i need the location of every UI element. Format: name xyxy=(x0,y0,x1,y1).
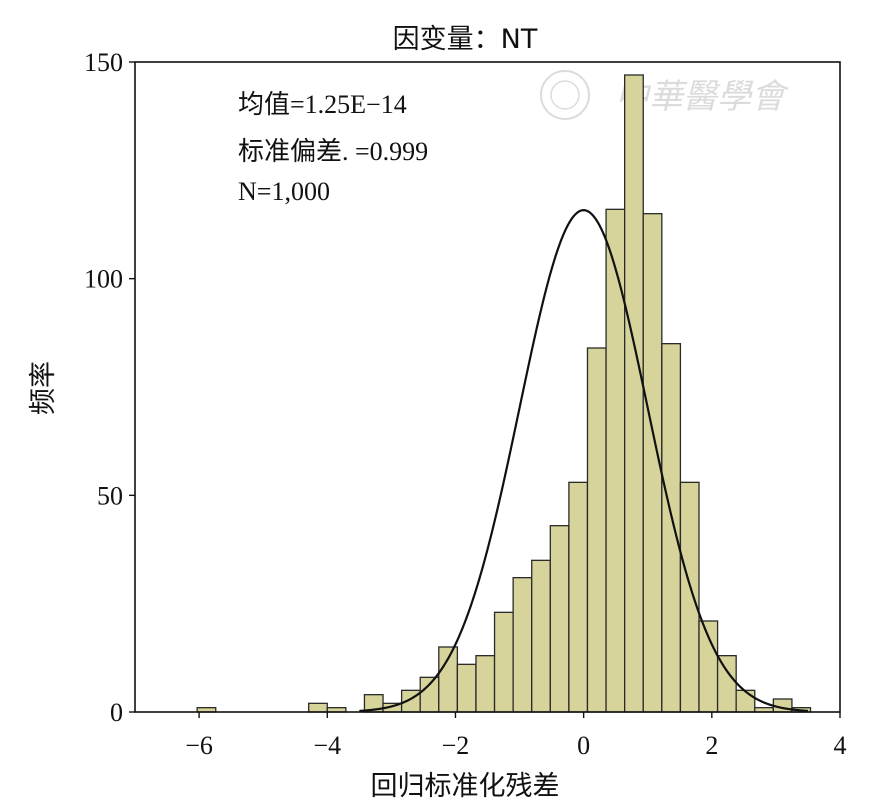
y-axis: 0 50 100 150 xyxy=(84,48,135,727)
histogram-bar xyxy=(624,74,644,713)
histogram-bar xyxy=(531,559,551,713)
x-tick-label: −2 xyxy=(442,731,470,760)
histogram-bar xyxy=(475,655,496,713)
stats-sd: 标准偏差. =0.999 xyxy=(238,137,428,166)
x-axis: −6 −4 −2 0 2 4 xyxy=(185,712,847,760)
histogram-bar xyxy=(735,689,756,713)
y-tick-label: 0 xyxy=(110,698,123,727)
histogram-bar xyxy=(456,663,477,713)
chart-title: 因变量：NT xyxy=(393,24,538,55)
watermark-seal-inner-icon xyxy=(550,80,580,110)
y-tick-label: 50 xyxy=(97,481,123,510)
histogram-bar xyxy=(679,481,700,713)
y-axis-label: 频率 xyxy=(28,361,59,415)
histogram-bar xyxy=(568,481,589,713)
x-tick-label: 4 xyxy=(834,731,847,760)
y-tick-label: 150 xyxy=(84,48,123,77)
histogram-bar xyxy=(308,702,328,713)
histogram-bar xyxy=(661,343,682,713)
x-tick-label: 0 xyxy=(577,731,590,760)
histogram-bar xyxy=(419,676,440,713)
histogram-bar xyxy=(512,577,533,713)
histogram-bar xyxy=(549,525,570,713)
histogram-bar xyxy=(493,611,514,713)
y-tick-label: 100 xyxy=(84,265,123,294)
x-axis-label: 回归标准化残差 xyxy=(371,771,560,802)
watermark: 中華醫學會 xyxy=(540,70,790,120)
bars-group xyxy=(196,74,812,713)
watermark-seal-icon xyxy=(540,70,590,120)
histogram-bar xyxy=(716,655,737,713)
x-tick-label: −4 xyxy=(313,731,341,760)
stats-mean: 均值=1.25E−14 xyxy=(238,90,407,119)
stats-n: N=1,000 xyxy=(238,177,330,206)
watermark-text: 中華醫學會 xyxy=(615,77,790,117)
histogram-bar xyxy=(605,208,626,713)
x-tick-label: −6 xyxy=(185,731,213,760)
normal-curve xyxy=(359,209,809,713)
plot-frame xyxy=(134,61,841,713)
x-tick-label: 2 xyxy=(705,731,718,760)
stats-box: 均值=1.25E−14 标准偏差. =0.999 N=1,000 xyxy=(238,90,428,206)
histogram-bar xyxy=(586,347,607,713)
